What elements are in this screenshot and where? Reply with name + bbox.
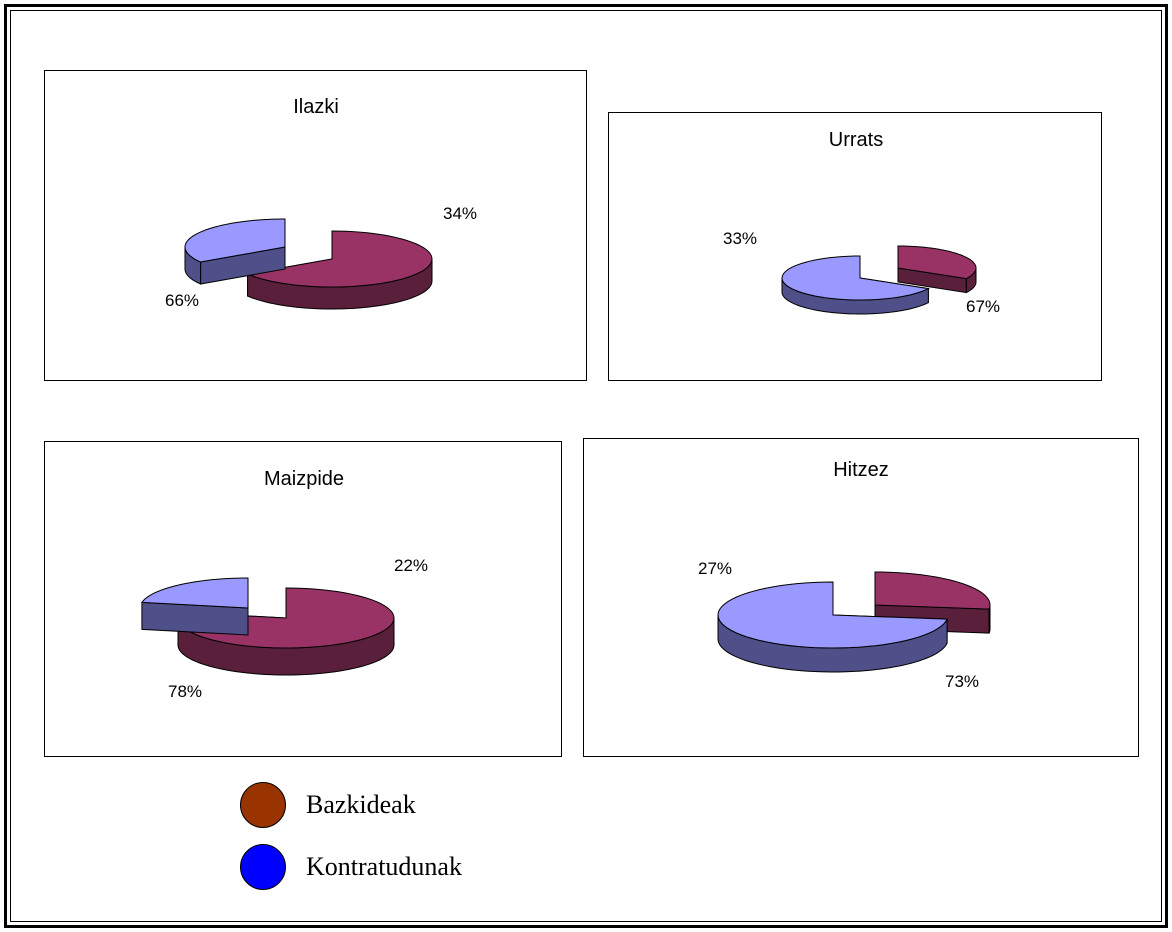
chart-title: Hitzez xyxy=(833,459,889,481)
pie-slice-kontratudunak xyxy=(184,218,286,285)
inner-frame xyxy=(10,10,1162,922)
legend-swatch-kontratudunak xyxy=(240,844,286,890)
data-label-bazkideak: 78% xyxy=(168,682,202,701)
legend-swatch-bazkideak xyxy=(240,782,286,828)
data-label-bazkideak: 33% xyxy=(723,229,757,248)
pie-slice-kontratudunak xyxy=(781,255,931,315)
chart-title: Urrats xyxy=(829,129,883,151)
pie-chart-svg: Maizpide 78% 22% xyxy=(140,468,428,701)
pie-chart-svg: Ilazki 66% 34% xyxy=(165,96,477,310)
legend-item-bazkideak: Bazkideak xyxy=(240,780,416,830)
chart-urrats: Urrats 33% 67% xyxy=(608,112,1102,381)
pie-slice-bazkideak xyxy=(245,230,433,310)
legend: Bazkideak Kontratudunak xyxy=(240,780,640,900)
chart-title: Ilazki xyxy=(293,96,339,118)
data-label-kontratudunak: 67% xyxy=(966,297,1000,316)
outer-frame xyxy=(4,4,1168,928)
chart-ilazki: Ilazki 66% 34% xyxy=(44,70,587,381)
pie-chart-svg: Urrats 33% 67% xyxy=(723,129,1000,316)
chart-hitzez: Hitzez 27% 73% xyxy=(583,438,1139,757)
data-label-kontratudunak: 34% xyxy=(443,204,477,223)
pie-slice-kontratudunak xyxy=(140,577,249,636)
data-label-kontratudunak: 73% xyxy=(945,672,979,691)
pie-chart-svg: Hitzez 27% 73% xyxy=(698,459,991,691)
pie-slice-bazkideak xyxy=(897,245,977,294)
data-label-bazkideak: 27% xyxy=(698,559,732,578)
legend-label: Kontratudunak xyxy=(306,852,462,881)
legend-item-kontratudunak: Kontratudunak xyxy=(240,842,462,892)
pie-slice-kontratudunak xyxy=(717,581,948,673)
chart-title: Maizpide xyxy=(264,468,344,490)
legend-label: Bazkideak xyxy=(306,790,416,819)
data-label-kontratudunak: 22% xyxy=(394,556,428,575)
data-label-bazkideak: 66% xyxy=(165,291,199,310)
chart-maizpide: Maizpide 78% 22% xyxy=(44,441,562,757)
